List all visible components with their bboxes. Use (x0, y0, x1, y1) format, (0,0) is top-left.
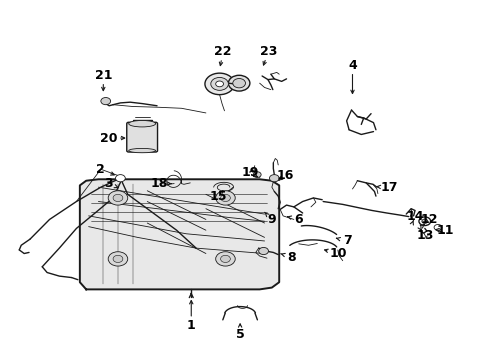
Circle shape (216, 191, 235, 205)
Circle shape (101, 98, 111, 105)
Text: 2: 2 (97, 163, 105, 176)
Text: 13: 13 (416, 229, 434, 242)
Text: 17: 17 (380, 181, 398, 194)
Circle shape (108, 252, 128, 266)
Ellipse shape (129, 121, 156, 127)
Circle shape (228, 75, 250, 91)
Circle shape (108, 191, 128, 205)
Text: 16: 16 (276, 169, 294, 182)
Text: 23: 23 (260, 45, 277, 58)
Text: 15: 15 (209, 190, 227, 203)
Circle shape (113, 194, 123, 202)
Text: 5: 5 (236, 328, 245, 341)
Text: 12: 12 (421, 213, 439, 226)
Text: 21: 21 (95, 69, 112, 82)
Text: 14: 14 (406, 210, 424, 223)
Text: 11: 11 (437, 224, 454, 238)
Text: 8: 8 (287, 251, 296, 264)
Circle shape (233, 78, 245, 88)
Text: 19: 19 (241, 166, 259, 179)
Polygon shape (80, 179, 279, 289)
Text: 7: 7 (343, 234, 352, 247)
Text: 4: 4 (348, 59, 357, 72)
Circle shape (270, 175, 279, 182)
Text: 22: 22 (214, 45, 232, 58)
Circle shape (253, 172, 261, 177)
Text: 6: 6 (294, 213, 303, 226)
Circle shape (113, 255, 123, 262)
Circle shape (211, 77, 228, 90)
Text: 1: 1 (187, 319, 196, 332)
FancyBboxPatch shape (127, 122, 158, 152)
Circle shape (419, 217, 431, 226)
Circle shape (216, 252, 235, 266)
Circle shape (434, 225, 442, 230)
Circle shape (259, 247, 269, 255)
Ellipse shape (129, 148, 156, 153)
Text: 10: 10 (329, 247, 346, 260)
Circle shape (220, 255, 230, 262)
Circle shape (422, 219, 428, 224)
Text: 20: 20 (100, 131, 118, 145)
Text: 18: 18 (151, 177, 168, 190)
Circle shape (220, 194, 230, 202)
Circle shape (116, 175, 125, 182)
Text: 9: 9 (268, 213, 276, 226)
Circle shape (205, 73, 234, 95)
Circle shape (216, 81, 223, 87)
Text: 3: 3 (104, 177, 113, 190)
